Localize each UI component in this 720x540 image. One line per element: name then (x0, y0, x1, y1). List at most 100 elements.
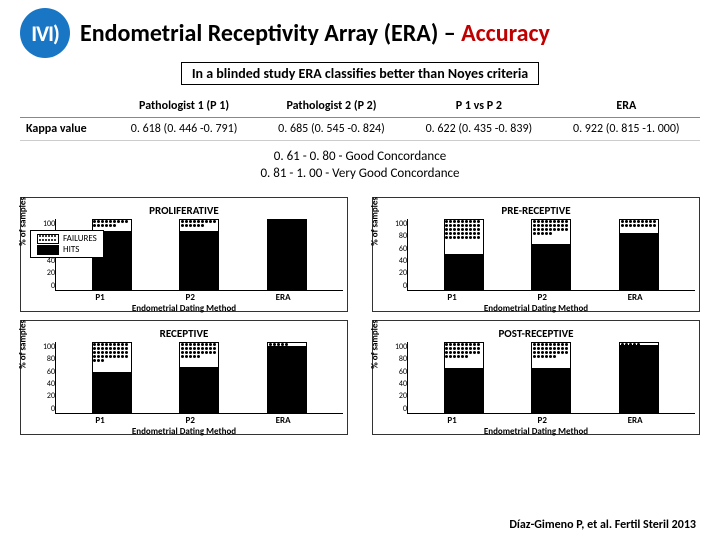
val-p1: 0. 618 (0. 446 -0. 791) (110, 118, 257, 141)
ivi-logo: IVI) (20, 8, 70, 58)
y-tick: 100 (395, 342, 407, 352)
y-tick: 60 (395, 244, 407, 254)
y-tick: 60 (43, 367, 55, 377)
chart-panel: RECEPTIVE% of samples100806040200P1P2ERA… (20, 320, 348, 435)
bar-segment-hit (444, 368, 484, 413)
bar (179, 342, 219, 413)
legend-swatch-hits (37, 245, 59, 255)
chart-title: PRE-RECEPTIVE (377, 204, 695, 217)
y-tick: 20 (43, 391, 55, 401)
title-main: Endometrial Receptivity Array (ERA) – (80, 19, 461, 48)
concord-verygood: 0. 81 - 1. 00 - Very Good Concordance (20, 166, 700, 183)
col-p1: Pathologist 1 (P 1) (110, 95, 257, 118)
bar-segment-hit (444, 254, 484, 290)
y-axis-label: % of samples (18, 197, 29, 246)
bar-segment-fail (179, 342, 219, 368)
bar-segment-fail (179, 219, 219, 231)
x-tick: P1 (95, 415, 104, 426)
x-axis-label: Endometrial Dating Method (25, 426, 343, 437)
y-tick: 40 (395, 256, 407, 266)
y-tick: 40 (43, 379, 55, 389)
bar-segment-fail (444, 219, 484, 255)
bar-segment-hit (267, 346, 307, 413)
y-tick: 80 (395, 354, 407, 364)
bar-segment-hit (179, 231, 219, 290)
chart-title: PROLIFERATIVE (25, 204, 343, 217)
col-era: ERA (553, 95, 700, 118)
y-tick: 0 (43, 281, 55, 291)
val-era: 0. 922 (0. 815 -1. 000) (553, 118, 700, 141)
x-axis-label: Endometrial Dating Method (377, 303, 695, 314)
bar-segment-hit (179, 367, 219, 412)
bar-segment-fail (619, 219, 659, 233)
y-axis-label: % of samples (18, 320, 29, 369)
bar (179, 219, 219, 290)
y-tick: 80 (43, 354, 55, 364)
y-tick: 20 (395, 391, 407, 401)
row-label: Kappa value (20, 118, 110, 141)
bar (444, 219, 484, 290)
citation: Díaz-Gimeno P, et al. Fertil Steril 2013 (509, 518, 696, 532)
legend-swatch-failures (37, 234, 59, 244)
chart-panel: POST-RECEPTIVE% of samples 100 80 60 40 20 0 P1… (372, 320, 700, 435)
bar (619, 342, 659, 413)
x-axis-label: Endometrial Dating Method (25, 303, 343, 314)
y-tick: 60 (395, 367, 407, 377)
bar-segment-hit (619, 233, 659, 290)
col-p2: Pathologist 2 (P 2) (258, 95, 405, 118)
x-tick: P1 (447, 292, 456, 303)
bar (444, 342, 484, 413)
concord-good: 0. 61 - 0. 80 - Good Concordance (20, 149, 700, 166)
y-axis-label: % of samples (370, 197, 381, 246)
chart-title: POST-RECEPTIVE (377, 327, 695, 340)
y-tick: 40 (395, 379, 407, 389)
chart-plot (407, 219, 695, 291)
y-tick: 0 (395, 404, 407, 414)
charts-grid: PROLIFERATIVE% of samples100806040200P1P… (20, 197, 700, 435)
chart-plot (55, 342, 343, 414)
kappa-table: Pathologist 1 (P 1) Pathologist 2 (P 2) … (20, 95, 700, 141)
bar-segment-hit (531, 244, 571, 290)
x-tick: P2 (186, 415, 195, 426)
bar (267, 219, 307, 290)
slide-header: IVI) Endometrial Receptivity Array (ERA)… (20, 8, 700, 58)
x-tick: ERA (628, 292, 643, 303)
table-header-row: Pathologist 1 (P 1) Pathologist 2 (P 2) … (20, 95, 700, 118)
bar-segment-hit (92, 372, 132, 412)
x-tick: P2 (186, 292, 195, 303)
title-accent: Accuracy (461, 19, 550, 48)
x-tick: ERA (276, 292, 291, 303)
bar (531, 342, 571, 413)
concordance-key: 0. 61 - 0. 80 - Good Concordance 0. 81 -… (20, 149, 700, 183)
y-tick: 100 (43, 342, 55, 352)
bar-segment-fail (444, 342, 484, 368)
bar-segment-fail (267, 342, 307, 346)
col-p1vp2: P 1 vs P 2 (405, 95, 552, 118)
bar-segment-fail (531, 342, 571, 368)
x-tick: P2 (538, 415, 547, 426)
y-tick: 0 (43, 404, 55, 414)
bar-segment-hit (531, 368, 571, 413)
bar (92, 342, 132, 413)
y-tick: 0 (395, 281, 407, 291)
val-p1vp2: 0. 622 (0. 435 -0. 839) (405, 118, 552, 141)
y-tick: 100 (43, 219, 55, 229)
chart-legend: FAILURES HITS (30, 230, 104, 258)
table-data-row: Kappa value 0. 618 (0. 446 -0. 791) 0. 6… (20, 118, 700, 141)
y-tick: 100 (395, 219, 407, 229)
bar (267, 342, 307, 413)
bar-segment-hit (619, 345, 659, 412)
subtitle-box: In a blinded study ERA classifies better… (181, 62, 539, 85)
chart-panel: PRE-RECEPTIVE% of samples100806040200P1P… (372, 197, 700, 312)
y-axis-label: % of samples (370, 320, 381, 369)
bar-segment-fail (92, 342, 132, 373)
x-tick: ERA (628, 415, 643, 426)
val-p2: 0. 685 (0. 545 -0. 824) (258, 118, 405, 141)
bar-segment-fail (531, 219, 571, 244)
legend-failures: FAILURES (63, 233, 97, 244)
legend-hits: HITS (63, 244, 79, 255)
x-tick: P1 (447, 415, 456, 426)
x-tick: P1 (95, 292, 104, 303)
bar (531, 219, 571, 290)
bar-segment-fail (619, 342, 659, 346)
